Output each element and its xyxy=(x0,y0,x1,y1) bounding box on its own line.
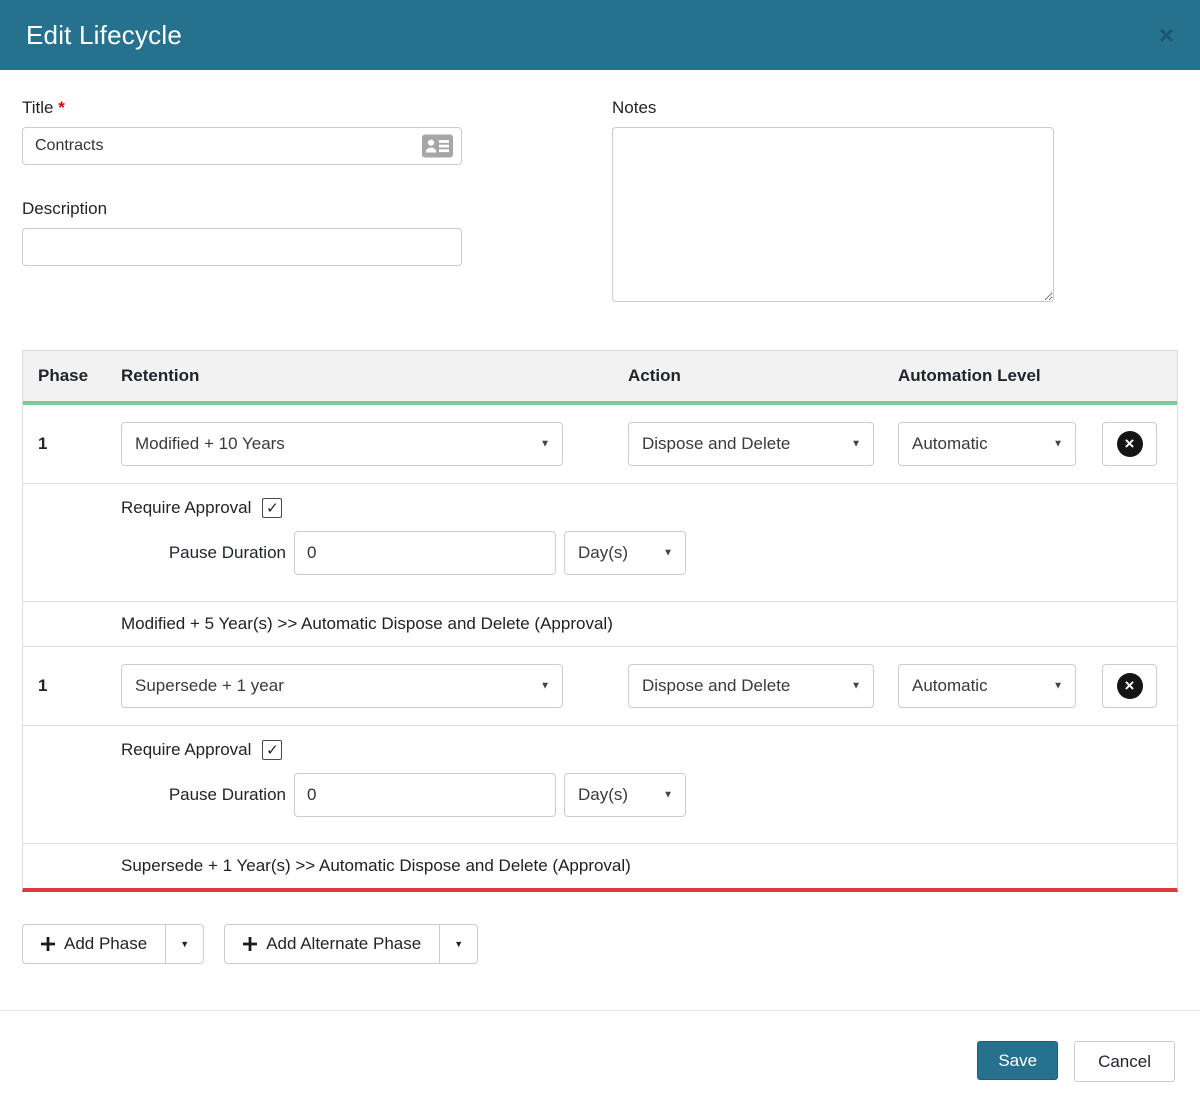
form-fields: Title * xyxy=(22,98,1178,307)
chevron-down-icon: ▼ xyxy=(1053,438,1063,450)
require-approval-checkbox[interactable]: ✓ xyxy=(262,740,283,760)
table-header-row: Phase Retention Action Automation Level xyxy=(23,351,1177,405)
automation-select[interactable]: Automatic ▼ xyxy=(898,422,1076,466)
action-select[interactable]: Dispose and Delete ▼ xyxy=(628,664,874,708)
automation-select[interactable]: Automatic ▼ xyxy=(898,664,1076,708)
contact-card-icon[interactable] xyxy=(422,134,453,158)
close-icon[interactable]: × xyxy=(1158,20,1174,50)
require-approval-label: Require Approval xyxy=(121,740,252,759)
action-select[interactable]: Dispose and Delete ▼ xyxy=(628,422,874,466)
left-column: Title * xyxy=(22,98,462,307)
add-phase-button[interactable]: Add Phase xyxy=(22,924,167,964)
notes-label: Notes xyxy=(612,98,657,117)
dialog-header: Edit Lifecycle × xyxy=(0,0,1200,70)
require-approval-checkbox[interactable]: ✓ xyxy=(262,498,283,518)
title-input[interactable] xyxy=(22,127,462,165)
title-input-wrap xyxy=(22,127,462,165)
chevron-down-icon: ▼ xyxy=(663,547,673,559)
header-automation-level: Automation Level xyxy=(898,366,1041,385)
dialog-footer: Save Cancel xyxy=(0,1011,1200,1106)
chevron-down-icon: ▼ xyxy=(1053,680,1063,692)
retention-select[interactable]: Supersede + 1 year ▼ xyxy=(121,664,563,708)
description-label: Description xyxy=(22,199,108,218)
plus-icon xyxy=(41,937,55,951)
title-label: Title * xyxy=(22,98,65,117)
description-block: Description xyxy=(22,199,462,266)
phase-row: 1 Modified + 10 Years ▼ Dispose and Dele… xyxy=(23,405,1177,483)
phase-approval-row: Require Approval ✓ Pause Duration Day(s)… xyxy=(23,725,1177,843)
notes-column: Notes xyxy=(612,98,1054,307)
dialog-title: Edit Lifecycle xyxy=(26,19,182,50)
delete-circle-icon: × xyxy=(1116,673,1143,699)
header-retention: Retention xyxy=(121,366,200,385)
phase-number: 1 xyxy=(38,676,48,695)
add-alternate-phase-button[interactable]: Add Alternate Phase xyxy=(224,924,441,964)
phase-summary: Modified + 5 Year(s) >> Automatic Dispos… xyxy=(23,601,1177,646)
add-alternate-phase-dropdown-caret[interactable]: ▼ xyxy=(439,924,479,964)
delete-phase-button[interactable]: × xyxy=(1102,664,1157,708)
description-input[interactable] xyxy=(22,228,462,266)
pause-duration-label: Pause Duration xyxy=(168,543,286,562)
pause-duration-input[interactable] xyxy=(294,773,556,817)
chevron-down-icon: ▼ xyxy=(851,438,861,450)
chevron-down-icon: ▼ xyxy=(540,438,550,450)
chevron-down-icon: ▼ xyxy=(663,789,673,801)
save-button[interactable]: Save xyxy=(977,1041,1059,1080)
add-alternate-phase-split-button: Add Alternate Phase ▼ xyxy=(224,924,479,964)
plus-icon xyxy=(243,937,258,951)
cancel-button[interactable]: Cancel xyxy=(1074,1041,1175,1082)
pause-duration-label: Pause Duration xyxy=(168,785,286,804)
phase-approval-row: Require Approval ✓ Pause Duration Day(s)… xyxy=(23,483,1177,601)
phase-row: 1 Supersede + 1 year ▼ Dispose and Delet… xyxy=(23,646,1177,725)
dialog-body: Title * xyxy=(0,70,1200,964)
phase-number: 1 xyxy=(38,434,48,453)
add-phase-dropdown-caret[interactable]: ▼ xyxy=(165,924,205,964)
retention-select[interactable]: Modified + 10 Years ▼ xyxy=(121,422,563,466)
pause-duration-input[interactable] xyxy=(294,531,556,575)
pause-unit-select[interactable]: Day(s) ▼ xyxy=(564,773,686,817)
require-approval-label: Require Approval xyxy=(121,498,252,517)
add-phase-split-button: Add Phase ▼ xyxy=(22,924,205,964)
required-asterisk: * xyxy=(58,98,65,117)
pause-unit-select[interactable]: Day(s) ▼ xyxy=(564,531,686,575)
phase-summary: Supersede + 1 Year(s) >> Automatic Dispo… xyxy=(23,843,1177,888)
delete-circle-icon: × xyxy=(1116,431,1143,457)
delete-phase-button[interactable]: × xyxy=(1102,422,1157,466)
chevron-down-icon: ▼ xyxy=(851,680,861,692)
phases-table: Phase Retention Action Automation Level … xyxy=(22,350,1178,892)
footer-divider xyxy=(0,1010,1200,1011)
header-action: Action xyxy=(628,366,681,385)
chevron-down-icon: ▼ xyxy=(540,680,550,692)
header-phase: Phase xyxy=(38,366,89,385)
notes-textarea[interactable] xyxy=(612,127,1054,302)
add-buttons-row: Add Phase ▼ Add Alternate Phase ▼ xyxy=(22,924,1178,964)
